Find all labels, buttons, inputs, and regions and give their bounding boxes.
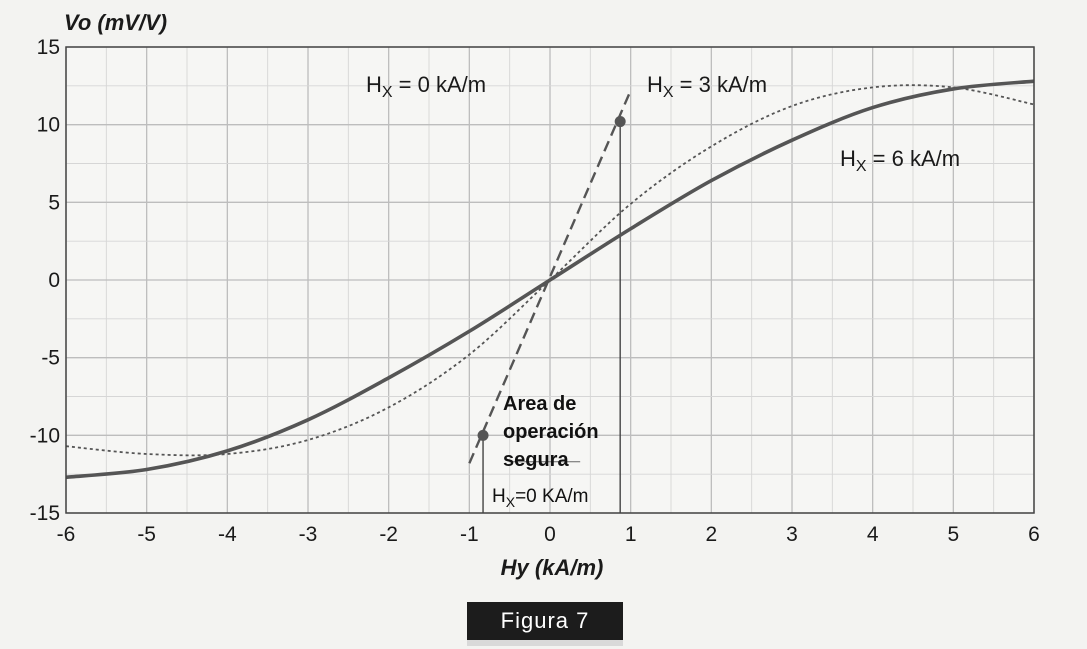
y-tick-label: -15 (30, 502, 60, 525)
x-tick-label: 0 (544, 523, 556, 546)
x-tick-label: -1 (460, 523, 479, 546)
x-tick-label: -2 (379, 523, 398, 546)
figure-caption: Figura 7 (467, 602, 623, 640)
safe-area-label-line3: segura (503, 449, 569, 471)
x-tick-label: 6 (1028, 523, 1040, 546)
series-dotted-line (65, 84, 1035, 457)
y-tick-label: -5 (41, 347, 60, 370)
x-tick-label: 5 (947, 523, 959, 546)
safe-area-label-line1: Area de (503, 393, 576, 415)
x-tick-label: -3 (299, 523, 318, 546)
data-marker (614, 116, 626, 128)
x-tick-label: -6 (57, 523, 76, 546)
y-tick-label: 15 (37, 36, 60, 59)
y-tick-label: -10 (30, 424, 60, 447)
label-hx0-bottom: HX=0 KA/m (492, 486, 588, 510)
series-solid-line (65, 79, 1035, 480)
series-group (65, 79, 1035, 480)
plot-frame (65, 46, 1035, 514)
x-tick-labels: -6 -5 -4 -3 -2 -1 0 1 2 3 4 5 6 (57, 523, 1040, 546)
y-tick-labels: 15 10 5 0 -5 -10 -15 (30, 36, 60, 525)
x-axis-title: Hy (kA/m) (501, 555, 604, 580)
caption-underline (467, 640, 623, 646)
x-tick-label: 1 (625, 523, 637, 546)
x-tick-label: -5 (137, 523, 156, 546)
figure-caption-text: Figura 7 (500, 608, 590, 633)
data-marker (477, 429, 489, 441)
x-tick-label: 4 (867, 523, 879, 546)
safe-area-lines (482, 121, 621, 513)
x-tick-label: 3 (786, 523, 798, 546)
label-hx0-top: HX = 0 kA/m (366, 72, 486, 101)
x-tick-label: -4 (218, 523, 237, 546)
y-tick-label: 5 (48, 191, 60, 214)
y-tick-label: 0 (48, 269, 60, 292)
y-axis-title: Vo (mV/V) (64, 10, 167, 35)
label-hx6: HX = 6 kA/m (840, 146, 960, 175)
y-tick-label: 10 (37, 114, 60, 137)
markers (477, 116, 626, 441)
x-tick-label: 2 (705, 523, 717, 546)
label-hx3: HX = 3 kA/m (647, 72, 767, 101)
safe-area-label-line2: operación (503, 421, 599, 443)
